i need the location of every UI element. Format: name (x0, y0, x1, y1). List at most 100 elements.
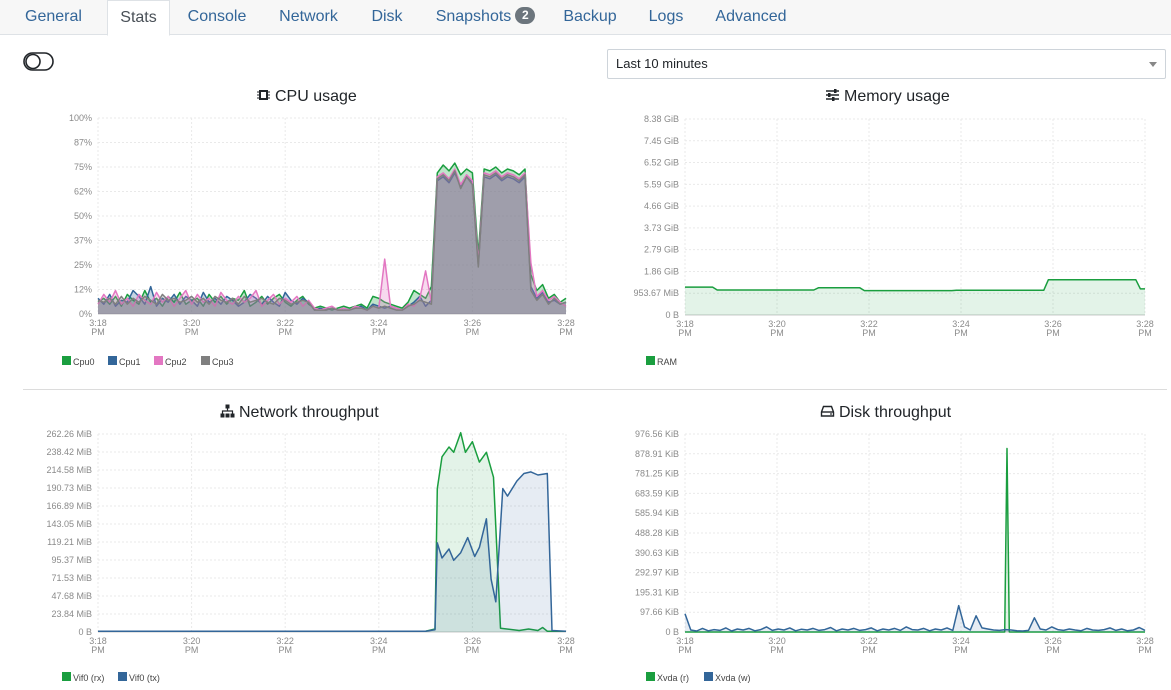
y-tick-label: 683.59 KiB (635, 488, 679, 498)
tab-bar: General Stats Console Network Disk Snapshots 2… (0, 0, 1171, 36)
tab-advanced[interactable]: Advanced (702, 0, 800, 35)
tab-logs[interactable]: Logs (630, 0, 702, 35)
legend-label[interactable]: Cpu2 (165, 357, 187, 367)
y-tick-label: 50% (74, 211, 92, 221)
legend-swatch[interactable] (646, 672, 655, 681)
legend-swatch[interactable] (108, 356, 117, 365)
series-area (98, 432, 566, 632)
legend-label[interactable]: Xvda (r) (657, 673, 689, 683)
x-tick-label: 3:20 PM (183, 318, 201, 337)
x-tick-label: 3:24 PM (952, 319, 970, 338)
chart-2: 262.26 MiB 238.42 MiB 214.58 MiB 190.73 MiB… (46, 429, 574, 683)
x-tick-label: 3:20 PM (768, 319, 786, 338)
network-chart-title-text: Network throughput (239, 404, 379, 421)
x-tick-label: 3:26 PM (464, 318, 482, 337)
series-area (685, 279, 1145, 315)
tab-label: Advanced (715, 8, 787, 25)
legend-swatch[interactable] (62, 672, 71, 681)
y-tick-label: 7.45 GiB (644, 136, 679, 146)
legend-label[interactable]: Vif0 (tx) (129, 673, 160, 683)
y-tick-label: 238.42 MiB (46, 447, 92, 457)
tab-label: General (25, 8, 82, 25)
chevron-down-icon (1149, 62, 1157, 67)
series-line (685, 278, 1145, 292)
y-tick-label: 195.31 KiB (635, 587, 679, 597)
y-tick-label: 6.52 GiB (644, 158, 679, 168)
x-tick-label: 3:26 PM (464, 636, 482, 655)
tab-general[interactable]: General (0, 0, 107, 35)
toggle-switch-icon[interactable] (23, 52, 54, 71)
y-tick-label: 143.05 MiB (46, 519, 92, 529)
y-tick-label: 62% (74, 187, 92, 197)
y-tick-label: 37% (74, 236, 92, 246)
y-tick-label: 2.79 GiB (644, 245, 679, 255)
x-tick-label: 3:26 PM (1044, 319, 1062, 338)
y-tick-label: 0 B (78, 627, 92, 637)
y-tick-label: 95.37 MiB (51, 555, 92, 565)
legend-label[interactable]: Cpu3 (212, 357, 234, 367)
y-tick-label: 390.63 KiB (635, 548, 679, 558)
row-divider (23, 389, 1167, 390)
y-tick-label: 976.56 KiB (635, 429, 679, 439)
legend-swatch[interactable] (704, 672, 713, 681)
x-tick-label: 3:22 PM (276, 318, 294, 337)
legend-label[interactable]: Cpu1 (119, 357, 141, 367)
x-tick-label: 3:20 PM (768, 636, 786, 655)
tab-snapshots[interactable]: Snapshots 2 (421, 0, 550, 35)
x-tick-label: 3:22 PM (860, 319, 878, 338)
legend-swatch[interactable] (62, 356, 71, 365)
series-area (98, 163, 566, 314)
tab-console[interactable]: Console (170, 0, 264, 35)
series-area (98, 471, 566, 632)
x-tick-label: 3:28 PM (557, 636, 575, 655)
chart-1: 8.38 GiB 7.45 GiB 6.52 GiB 5.59 GiB 4.66 GiB… (633, 114, 1153, 367)
memory-chart-title: Memory usage (825, 88, 950, 106)
tab-network[interactable]: Network (264, 0, 353, 35)
series-area (98, 172, 566, 314)
cpu-chart-title: CPU usage (256, 88, 357, 106)
disk-chart-title-text: Disk throughput (839, 404, 952, 421)
tab-backup[interactable]: Backup (550, 0, 630, 35)
y-tick-label: 0 B (665, 310, 679, 320)
tab-stats[interactable]: Stats (107, 0, 170, 36)
legend-label[interactable]: RAM (657, 357, 677, 367)
x-tick-label: 3:18 PM (676, 319, 694, 338)
series-line (98, 471, 567, 632)
y-tick-label: 25% (74, 260, 92, 270)
y-tick-label: 97.66 KiB (640, 607, 679, 617)
y-tick-label: 0% (79, 309, 92, 319)
y-tick-label: 3.73 GiB (644, 223, 679, 233)
legend-label[interactable]: Vif0 (rx) (73, 673, 104, 683)
tab-disk[interactable]: Disk (353, 0, 421, 35)
cpu-chip-icon (257, 90, 270, 100)
y-tick-label: 47.68 MiB (51, 591, 92, 601)
tab-label: Logs (648, 8, 684, 25)
legend-label[interactable]: Xvda (w) (715, 673, 751, 683)
y-tick-label: 781.25 KiB (635, 469, 679, 479)
sliders-icon (826, 89, 839, 101)
y-tick-label: 953.67 MiB (633, 288, 679, 298)
granularity-select[interactable]: Last 10 minutes (607, 49, 1166, 79)
series-area (685, 605, 1145, 632)
cpu-chart-title-text: CPU usage (275, 88, 357, 105)
x-tick-label: 3:24 PM (370, 636, 388, 655)
x-tick-label: 3:20 PM (183, 636, 201, 655)
x-tick-label: 3:18 PM (89, 636, 107, 655)
y-tick-label: 71.53 MiB (51, 573, 92, 583)
series-line (97, 168, 567, 311)
y-tick-label: 4.66 GiB (644, 201, 679, 211)
legend-swatch[interactable] (154, 356, 163, 365)
legend-swatch[interactable] (118, 672, 127, 681)
y-tick-label: 5.59 GiB (644, 179, 679, 189)
legend-swatch[interactable] (201, 356, 210, 365)
y-tick-label: 878.91 KiB (635, 449, 679, 459)
legend-label[interactable]: Cpu0 (73, 357, 95, 367)
tab-label: Backup (563, 8, 617, 25)
tab-label: Stats (120, 9, 157, 26)
x-tick-label: 3:18 PM (676, 636, 694, 655)
legend-swatch[interactable] (646, 356, 655, 365)
series-area (98, 169, 566, 314)
disk-chart-title: Disk throughput (820, 404, 951, 422)
y-tick-label: 119.21 MiB (47, 537, 92, 547)
series-line (97, 170, 567, 311)
